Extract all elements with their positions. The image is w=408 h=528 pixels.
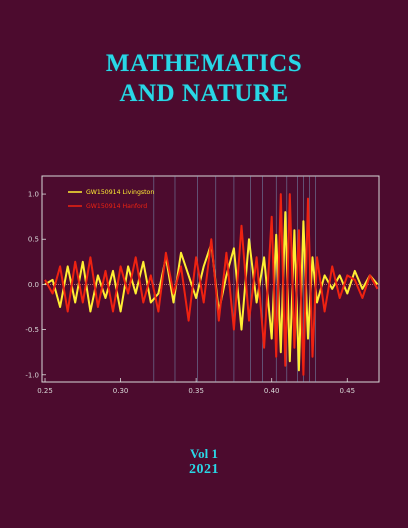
x-tick-label: 0.30 xyxy=(113,387,129,395)
series-group xyxy=(44,193,379,376)
series-line-0 xyxy=(44,211,379,372)
title-line-1: MATHEMATICS xyxy=(105,50,303,77)
legend-label-0: GW150914 Livingston xyxy=(86,189,154,196)
y-tick-label: 1.0 xyxy=(28,191,39,199)
y-axis-ticks: 1.0 0.5 0.0 -0.5 -1.0 xyxy=(25,191,46,379)
volume-label: Vol 1 xyxy=(189,446,219,461)
legend: GW150914 Livingston GW150914 Hanford xyxy=(68,189,154,210)
year-label: 2021 xyxy=(189,462,219,477)
legend-label-1: GW150914 Hanford xyxy=(86,203,147,210)
y-tick-label: 0.0 xyxy=(28,281,39,289)
series-line-1 xyxy=(44,193,379,376)
title-line-2: AND NATURE xyxy=(119,80,289,107)
x-tick-label: 0.45 xyxy=(339,387,355,395)
x-axis-ticks: 0.25 0.30 0.35 0.40 0.45 xyxy=(37,378,355,395)
x-tick-label: 0.25 xyxy=(37,387,53,395)
x-tick-label: 0.35 xyxy=(188,387,204,395)
y-tick-label: 0.5 xyxy=(28,236,39,244)
y-tick-label: -0.5 xyxy=(25,326,39,334)
x-tick-label: 0.40 xyxy=(264,387,280,395)
y-tick-label: -1.0 xyxy=(25,371,39,379)
